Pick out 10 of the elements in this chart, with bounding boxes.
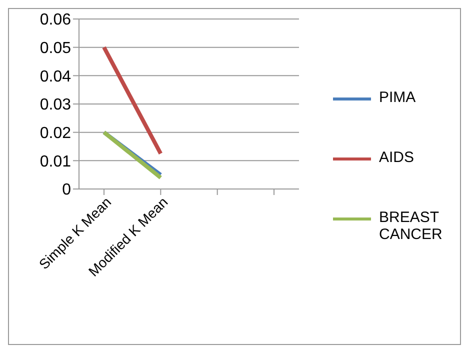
y-tick-label: 0.03 <box>40 96 72 114</box>
legend-label: PIMA <box>379 89 417 106</box>
y-tick-label: 0.05 <box>40 40 72 58</box>
legend-label: BREAST CANCER <box>379 209 444 243</box>
y-tick-label: 0.04 <box>40 68 72 86</box>
y-tick-label: 0.02 <box>40 125 72 142</box>
legend-label: AIDS <box>379 149 416 166</box>
y-tick-label: 0.06 <box>40 12 72 29</box>
y-tick-label: 0 <box>62 182 72 199</box>
y-tick-label: 0.01 <box>40 153 72 170</box>
